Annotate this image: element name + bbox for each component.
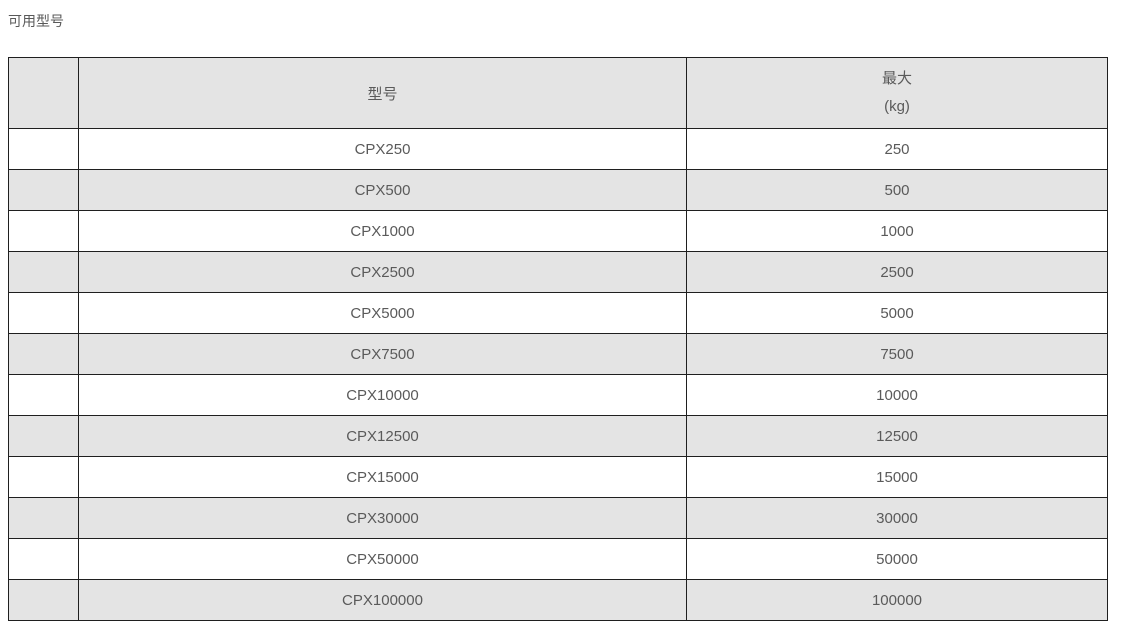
max-cell: 2500	[686, 251, 1108, 293]
max-cell: 10000	[686, 374, 1108, 416]
row-blank-cell	[8, 210, 79, 252]
model-cell: CPX30000	[78, 497, 687, 539]
table-row: CPX30000 30000	[8, 497, 1108, 539]
model-cell: CPX10000	[78, 374, 687, 416]
row-blank-cell	[8, 415, 79, 457]
max-cell: 1000	[686, 210, 1108, 252]
table-row: CPX2500 2500	[8, 251, 1108, 293]
table-row: CPX10000 10000	[8, 374, 1108, 416]
row-blank-cell	[8, 497, 79, 539]
model-cell: CPX5000	[78, 292, 687, 334]
row-blank-cell	[8, 169, 79, 211]
table-row: CPX15000 15000	[8, 456, 1108, 498]
row-blank-cell	[8, 538, 79, 580]
row-blank-cell	[8, 374, 79, 416]
header-max-line1: 最大	[881, 70, 912, 87]
max-cell: 500	[686, 169, 1108, 211]
header-cell-max: 最大 (kg)	[686, 57, 1108, 129]
table-header-row: 型号 最大 (kg)	[8, 57, 1108, 129]
row-blank-cell	[8, 128, 79, 170]
row-blank-cell	[8, 579, 79, 621]
header-cell-blank	[8, 57, 79, 129]
model-cell: CPX250	[78, 128, 687, 170]
max-cell: 12500	[686, 415, 1108, 457]
model-cell: CPX7500	[78, 333, 687, 375]
table-row: CPX1000 1000	[8, 210, 1108, 252]
model-cell: CPX15000	[78, 456, 687, 498]
models-table: 型号 最大 (kg) CPX250 250 CPX500 500 CPX1000	[8, 57, 1108, 621]
table-row: CPX250 250	[8, 128, 1108, 170]
page-title: 可用型号	[8, 13, 64, 29]
max-cell: 7500	[686, 333, 1108, 375]
table-row: CPX50000 50000	[8, 538, 1108, 580]
header-cell-model: 型号	[78, 57, 687, 129]
model-cell: CPX2500	[78, 251, 687, 293]
model-cell: CPX50000	[78, 538, 687, 580]
table-row: CPX500 500	[8, 169, 1108, 211]
max-cell: 30000	[686, 497, 1108, 539]
row-blank-cell	[8, 456, 79, 498]
row-blank-cell	[8, 292, 79, 334]
model-cell: CPX500	[78, 169, 687, 211]
max-cell: 15000	[686, 456, 1108, 498]
model-cell: CPX1000	[78, 210, 687, 252]
max-cell: 5000	[686, 292, 1108, 334]
table-row: CPX100000 100000	[8, 579, 1108, 621]
header-max-line2: (kg)	[884, 98, 910, 115]
model-cell: CPX100000	[78, 579, 687, 621]
max-cell: 50000	[686, 538, 1108, 580]
model-cell: CPX12500	[78, 415, 687, 457]
max-cell: 250	[686, 128, 1108, 170]
row-blank-cell	[8, 333, 79, 375]
table-row: CPX12500 12500	[8, 415, 1108, 457]
table-row: CPX7500 7500	[8, 333, 1108, 375]
max-cell: 100000	[686, 579, 1108, 621]
table-row: CPX5000 5000	[8, 292, 1108, 334]
row-blank-cell	[8, 251, 79, 293]
